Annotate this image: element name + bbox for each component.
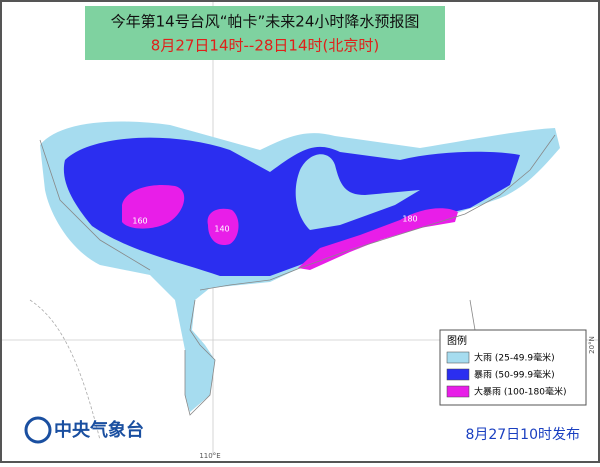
rainstorm-area [63,137,521,276]
legend-swatch [446,368,470,381]
severe-rainstorm-area [207,208,239,246]
coastline [39,134,556,416]
title-box [85,6,445,60]
legend-label: 大暴雨 (100-180毫米) [474,386,567,398]
value-label: 180 [402,215,417,224]
severe-rainstorm-area [122,184,185,229]
value-label: 160 [132,217,147,226]
logo [24,416,52,444]
title: 今年第14号台风“帕卡”未来24小时降水预报图 [111,13,420,31]
agency: 中央气象台 [54,419,144,441]
legend-swatch [446,351,470,364]
legend-label: 暴雨 (50-99.9毫米) [474,369,555,381]
value-label: 140 [214,225,229,234]
lon-label: 110°E [199,452,220,460]
lat-label: 20°N [588,336,596,354]
legend-title: 图例 [447,334,467,347]
legend-label: 大雨 (25-49.9毫米) [474,352,555,364]
issue-time: 8月27日10时发布 [465,427,580,443]
heavy-rain-area [295,154,420,230]
border [29,299,101,441]
subtitle: 8月27日14时--28日14时(北京时) [151,37,379,55]
legend-swatch [446,385,470,398]
